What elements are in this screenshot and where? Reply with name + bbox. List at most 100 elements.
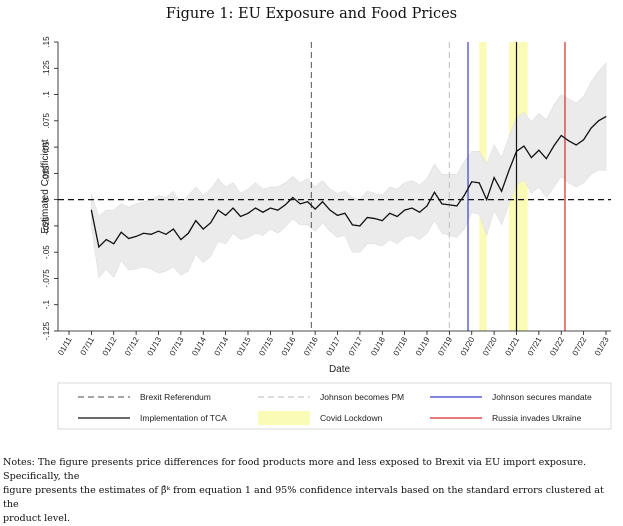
data-point xyxy=(545,158,547,160)
event-lines xyxy=(58,42,611,331)
data-point xyxy=(299,203,301,205)
data-point xyxy=(463,194,465,196)
data-point xyxy=(508,169,510,171)
x-tick-label: 01/17 xyxy=(324,335,342,357)
data-point xyxy=(419,211,421,213)
data-point xyxy=(538,149,540,151)
x-tick-label: 07/15 xyxy=(257,335,275,357)
legend-label: Brexit Referendum xyxy=(140,392,211,402)
data-point xyxy=(493,177,495,179)
data-point xyxy=(560,135,562,137)
x-tick-label: 07/13 xyxy=(168,335,186,357)
data-point xyxy=(172,228,174,230)
data-point xyxy=(329,209,331,211)
confidence-band xyxy=(91,62,607,279)
data-point xyxy=(523,145,525,147)
x-tick-label: 01/19 xyxy=(414,335,432,357)
data-point xyxy=(486,199,488,201)
data-point xyxy=(605,116,607,118)
data-point xyxy=(389,212,391,214)
x-tick-label: 07/20 xyxy=(481,335,499,357)
x-tick-label: 01/13 xyxy=(145,335,163,357)
data-point xyxy=(232,207,234,209)
y-tick-label: .05 xyxy=(42,141,51,153)
x-tick-label: 01/21 xyxy=(503,335,521,357)
data-point xyxy=(381,220,383,222)
data-point xyxy=(478,182,480,184)
data-point xyxy=(530,157,532,159)
estimate-line xyxy=(90,116,607,249)
y-tick-label: -.075 xyxy=(42,269,51,288)
y-tick-label: .075 xyxy=(42,112,51,128)
eu-exposure-chart: -.125 -.1 -.075 -.05 -.025 0 .025 .05 .075 .1 .125… xyxy=(40,36,612,430)
x-tick-label: 01/16 xyxy=(280,335,298,357)
data-point xyxy=(314,208,316,210)
x-tick-label: 01/23 xyxy=(593,335,611,357)
data-point xyxy=(344,212,346,214)
notes-line: Notes: The figure presents price differe… xyxy=(3,457,587,482)
legend-label: Johnson secures mandate xyxy=(492,392,592,402)
x-tick-label: 07/14 xyxy=(213,335,231,357)
y-tick-label: .125 xyxy=(42,60,51,76)
data-point xyxy=(471,181,473,183)
data-point xyxy=(448,204,450,206)
data-point xyxy=(225,214,227,216)
x-tick-label: 01/11 xyxy=(56,335,74,357)
data-point xyxy=(441,203,443,205)
data-point xyxy=(90,209,92,211)
data-point xyxy=(292,197,294,199)
x-tick-label: 01/14 xyxy=(190,335,208,357)
x-tick-label: 07/16 xyxy=(302,335,320,357)
data-point xyxy=(426,205,428,207)
legend-label: Implementation of TCA xyxy=(140,413,227,423)
data-point xyxy=(590,127,592,129)
data-point xyxy=(135,235,137,237)
data-point xyxy=(217,209,219,211)
x-tick-label: 07/19 xyxy=(436,335,454,357)
y-tick-label: -.025 xyxy=(42,216,51,235)
data-point xyxy=(359,225,361,227)
legend-label: Russia invades Ukraine xyxy=(492,413,582,423)
legend-swatch xyxy=(258,411,310,425)
data-point xyxy=(307,201,309,203)
data-point xyxy=(269,207,271,209)
y-tick-label: 0 xyxy=(42,197,51,202)
x-tick-label: 01/22 xyxy=(548,335,566,357)
series-lines xyxy=(90,116,607,249)
x-tick-label: 07/22 xyxy=(571,335,589,357)
x-tick-label: 01/20 xyxy=(459,335,477,357)
data-point xyxy=(396,215,398,217)
x-tick-label: 01/18 xyxy=(369,335,387,357)
data-point xyxy=(143,232,145,234)
notes-line: product level. xyxy=(3,513,71,524)
y-tick-label: .025 xyxy=(42,165,51,181)
data-point xyxy=(262,211,264,213)
notes-line: figure presents the estimates of β̂ᵏ fro… xyxy=(3,485,604,510)
y-tick-label: -.125 xyxy=(42,321,51,340)
x-tick-label: 07/12 xyxy=(123,335,141,357)
y-tick-label: .15 xyxy=(42,36,51,48)
data-point xyxy=(158,230,159,232)
data-point xyxy=(247,212,249,214)
data-point xyxy=(105,239,107,241)
data-point xyxy=(501,190,503,192)
data-point xyxy=(598,120,600,122)
confidence-interval-area xyxy=(91,62,607,279)
figure-notes: Notes: The figure presents price differe… xyxy=(3,456,615,526)
data-point xyxy=(337,214,338,216)
y-tick-label: .1 xyxy=(42,91,51,98)
x-tick-label: 07/17 xyxy=(347,335,365,357)
data-point xyxy=(351,224,353,226)
x-tick-label: 07/21 xyxy=(526,335,544,357)
data-point xyxy=(277,209,279,211)
data-point xyxy=(128,238,130,240)
data-point xyxy=(187,232,189,234)
data-point xyxy=(284,204,286,206)
data-point xyxy=(150,233,152,235)
data-point xyxy=(553,145,555,147)
legend: Brexit Referendum Johnson becomes PM Johns… xyxy=(57,382,612,430)
legend-label: Covid Lockdown xyxy=(320,413,383,423)
data-point xyxy=(433,191,435,193)
data-point xyxy=(456,205,458,207)
data-point xyxy=(113,243,115,245)
